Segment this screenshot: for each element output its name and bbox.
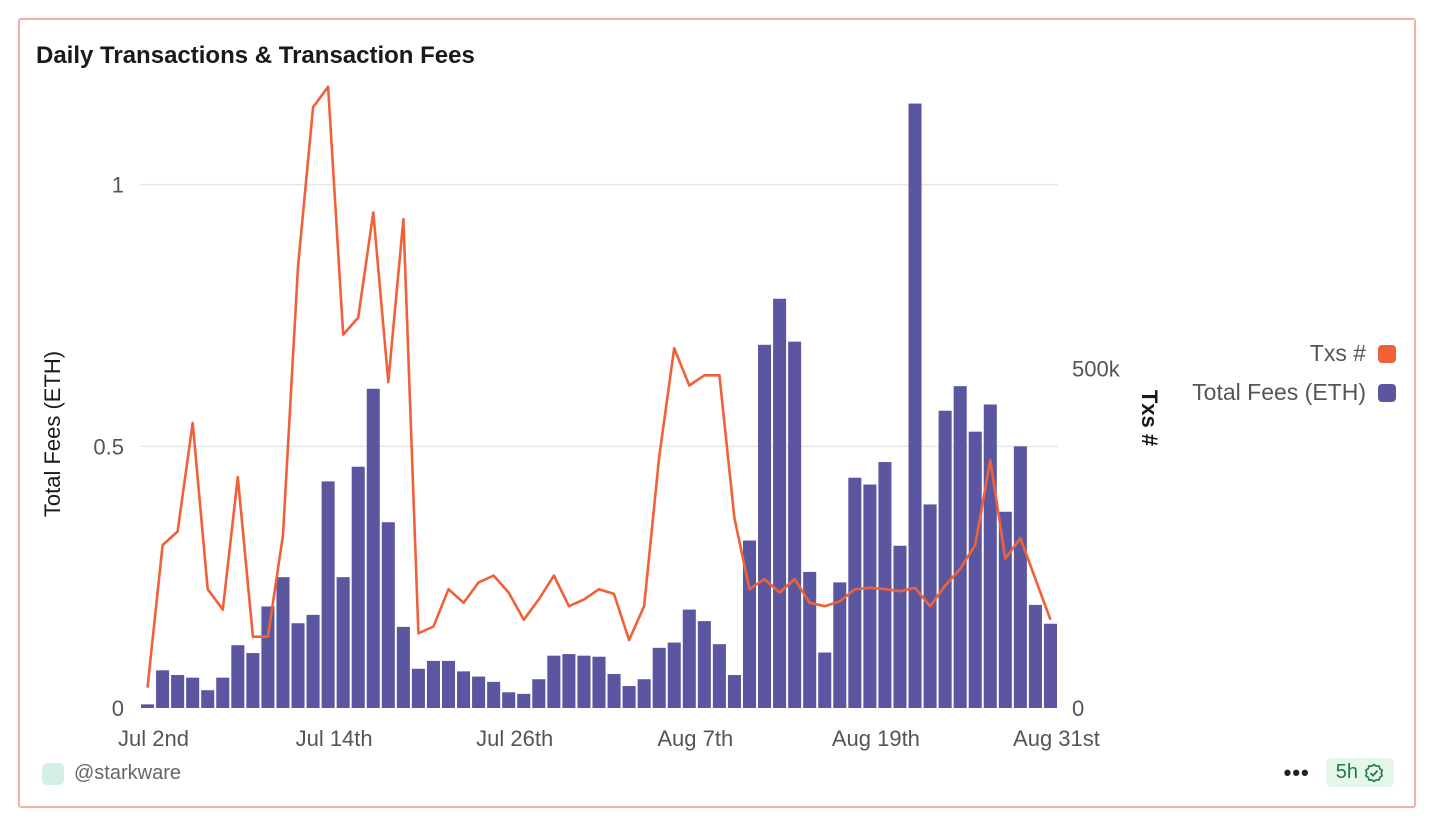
fees-bar	[306, 614, 320, 708]
fees-bar	[562, 654, 576, 708]
legend-swatch-txs	[1378, 344, 1396, 363]
fees-bar	[1013, 446, 1027, 708]
legend: Txs # Total Fees (ETH)	[1192, 340, 1396, 418]
legend-label-txs: Txs #	[1309, 340, 1366, 366]
owner-handle: @starkware	[74, 762, 181, 784]
fees-bar	[773, 298, 787, 708]
fees-bar	[1028, 604, 1042, 708]
fees-bar	[336, 577, 350, 708]
fees-bar	[141, 704, 155, 708]
fees-bar	[186, 677, 200, 708]
x-tick-label: Jul 2nd	[118, 726, 189, 751]
fees-bar	[487, 681, 501, 708]
fees-bar	[592, 656, 606, 708]
fees-bar	[472, 676, 486, 708]
fees-bar	[803, 571, 817, 708]
fees-bar	[953, 386, 967, 708]
chart-area: 0 0.5 1 0 500k Total Fees (ETH) Txs # Jul 2nd Ju…	[40, 85, 1162, 751]
fees-bar	[441, 660, 456, 708]
fees-bar	[878, 462, 892, 708]
fees-bar	[502, 692, 516, 708]
x-tick-label: Jul 26th	[476, 726, 553, 751]
fees-bar	[426, 660, 440, 708]
fees-bar	[893, 545, 907, 708]
fees-bar	[517, 693, 531, 708]
fees-bar	[758, 344, 772, 708]
fees-bar	[351, 466, 365, 708]
fees-bar	[321, 481, 335, 708]
fees-bar	[607, 673, 621, 708]
chart-title: Daily Transactions & Transaction Fees	[36, 42, 475, 69]
x-tick-label: Aug 7th	[657, 726, 733, 751]
fees-bar	[652, 647, 666, 708]
fees-bar	[667, 642, 681, 708]
refresh-badge-label: 5h	[1335, 761, 1358, 783]
fees-bar	[1043, 623, 1057, 708]
legend-swatch-fees	[1378, 383, 1396, 402]
fees-bar	[727, 675, 741, 708]
legend-label-fees: Total Fees (ETH)	[1192, 379, 1366, 405]
fees-bar	[938, 410, 952, 708]
owner-avatar	[42, 762, 64, 785]
fees-bar	[156, 670, 170, 708]
fees-bar	[833, 582, 847, 708]
x-tick-label: Aug 31st	[1013, 726, 1100, 751]
fees-bar	[201, 690, 215, 708]
fees-bar	[577, 655, 591, 708]
fees-bar	[396, 626, 410, 708]
owner[interactable]: @starkware	[42, 762, 181, 785]
fees-bar	[742, 540, 757, 708]
fees-bar	[261, 606, 275, 708]
fees-bar	[968, 431, 982, 708]
verified-check-icon	[1364, 762, 1384, 783]
fees-bar	[712, 644, 726, 708]
txs-line	[146, 85, 1052, 688]
fees-bar	[532, 679, 546, 708]
legend-item-txs[interactable]: Txs #	[1192, 340, 1396, 367]
fees-bar	[366, 388, 380, 708]
fees-bar	[381, 522, 395, 708]
fees-bar	[547, 655, 561, 708]
fees-bar	[863, 484, 877, 708]
y-right-tick-label: 500k	[1072, 357, 1121, 382]
fees-bar	[622, 686, 636, 708]
fees-bar	[818, 652, 832, 708]
footer-actions: ••• 5h	[1284, 758, 1394, 787]
fees-bar	[246, 653, 260, 708]
x-tick-label: Jul 14th	[296, 726, 373, 751]
more-options-button[interactable]: •••	[1283, 759, 1310, 785]
fees-bar	[291, 623, 305, 708]
fees-bar	[697, 621, 711, 708]
fees-bar	[848, 477, 862, 708]
fees-bar	[788, 341, 802, 708]
fees-bar	[276, 577, 290, 708]
fees-bar	[231, 645, 245, 708]
fees-bar	[411, 668, 425, 708]
legend-item-fees[interactable]: Total Fees (ETH)	[1192, 379, 1396, 406]
fees-bar	[457, 671, 471, 708]
y-right-axis-title: Txs #	[1137, 390, 1162, 446]
fees-bar	[637, 679, 651, 708]
y-left-tick-label: 1	[112, 173, 124, 198]
y-left-axis-title: Total Fees (ETH)	[40, 351, 65, 517]
fees-bar	[682, 609, 696, 708]
y-right-tick-label: 0	[1072, 696, 1084, 721]
fees-bar	[998, 511, 1012, 708]
refresh-badge[interactable]: 5h	[1325, 758, 1394, 787]
fees-bar	[216, 677, 230, 708]
fees-bar	[908, 103, 922, 709]
y-left-tick-label: 0	[112, 696, 124, 721]
y-left-tick-label: 0.5	[93, 434, 124, 459]
fees-bar	[983, 404, 997, 708]
x-tick-label: Aug 19th	[832, 726, 920, 751]
fees-bar	[171, 675, 185, 708]
